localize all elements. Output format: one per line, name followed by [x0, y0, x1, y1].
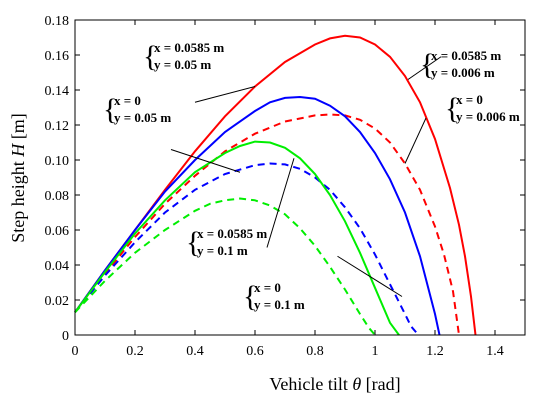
series-group	[74, 34, 477, 336]
series-line-5	[74, 140, 400, 336]
annotation-leader-6	[404, 117, 427, 164]
y-axis-title-text: Step height	[8, 161, 28, 243]
y-axis-title-symbol: H	[8, 143, 28, 158]
y-tick-label: 0.06	[45, 224, 70, 239]
x-tick-label: 0.4	[186, 344, 204, 359]
annotation-line2: y = 0.05 m	[114, 110, 171, 125]
y-tick-label: 0.16	[45, 49, 70, 64]
annotation-line1: x = 0	[456, 92, 483, 107]
annotation-2: {x = 0 y = 0.05 m	[103, 93, 171, 126]
y-tick-label: 0.10	[45, 154, 70, 169]
y-tick-label: 0.08	[45, 189, 70, 204]
y-tick-label: 0.14	[45, 84, 70, 99]
x-tick-label: 0.6	[246, 344, 264, 359]
annotation-line1: x = 0.0585 m	[197, 226, 267, 241]
x-tick-label: 0.8	[306, 344, 324, 359]
y-axis-title-unit: [m]	[8, 113, 28, 139]
x-axis-title-text: Vehicle tilt	[269, 374, 347, 394]
annotation-brace: {	[445, 92, 459, 125]
annotation-leader-1	[194, 86, 256, 103]
annotation-5: {x = 0.0585 m y = 0.006 m	[420, 48, 501, 81]
y-tick-label: 0.04	[45, 259, 70, 274]
series-line-6	[74, 197, 376, 336]
annotation-line1: x = 0.0585 m	[431, 48, 501, 63]
y-axis-title: Step height H [m]	[8, 113, 28, 243]
x-axis-title-symbol: θ	[352, 374, 361, 394]
annotation-leaders	[170, 56, 442, 297]
annotation-brace: {	[143, 40, 157, 73]
annotation-labels: {x = 0.0585 my = 0.05 m{x = 0y = 0.05 m{…	[103, 40, 520, 313]
x-tick-label: 0	[72, 344, 79, 359]
annotation-leader-5	[407, 56, 442, 80]
x-tick-label: 0.2	[126, 344, 144, 359]
annotation-4: {x = 0 y = 0.1 m	[243, 280, 305, 313]
annotation-line1: x = 0	[114, 93, 141, 108]
series-line-3	[74, 95, 441, 336]
tick-group: 0 0.2 0.4 0.6 0.8 1 1.2 1.4 0 0.02 0.04 0.06 0.08 0.1…	[45, 14, 525, 359]
annotation-brace: {	[420, 48, 434, 81]
x-axis-title: Vehicle tilt θ [rad]	[269, 374, 400, 394]
series-line-2	[74, 113, 460, 336]
x-tick-label: 1.4	[486, 344, 504, 359]
annotation-6: {x = 0 y = 0.006 m	[445, 92, 520, 125]
series-line-1	[74, 34, 477, 336]
y-tick-label: 0.02	[45, 294, 70, 309]
x-tick-label: 1.2	[426, 344, 444, 359]
annotation-line2: y = 0.1 m	[254, 297, 305, 312]
annotation-1: {x = 0.0585 m y = 0.05 m	[143, 40, 224, 73]
x-tick-label: 1	[372, 344, 379, 359]
y-tick-label: 0	[62, 329, 69, 344]
plot-frame	[74, 19, 526, 336]
annotation-line1: x = 0	[254, 280, 281, 295]
annotation-brace: {	[243, 280, 257, 313]
x-axis-title-unit: [rad]	[366, 374, 401, 394]
series-line-4	[74, 162, 420, 336]
annotation-line2: y = 0.1 m	[197, 243, 248, 258]
annotation-line2: y = 0.05 m	[154, 57, 211, 72]
annotation-3: {x = 0.0585 m y = 0.1 m	[186, 226, 267, 259]
annotation-brace: {	[186, 226, 200, 259]
annotation-leader-3	[266, 158, 295, 248]
annotation-line2: y = 0.006 m	[431, 65, 495, 80]
annotation-line1: x = 0.0585 m	[154, 40, 224, 55]
annotation-line2: y = 0.006 m	[456, 109, 520, 124]
y-tick-label: 0.18	[45, 14, 70, 29]
y-tick-label: 0.12	[45, 119, 70, 134]
annotation-brace: {	[103, 93, 117, 126]
annotation-leader-4	[337, 255, 403, 297]
annotation-leader-2	[170, 149, 241, 173]
